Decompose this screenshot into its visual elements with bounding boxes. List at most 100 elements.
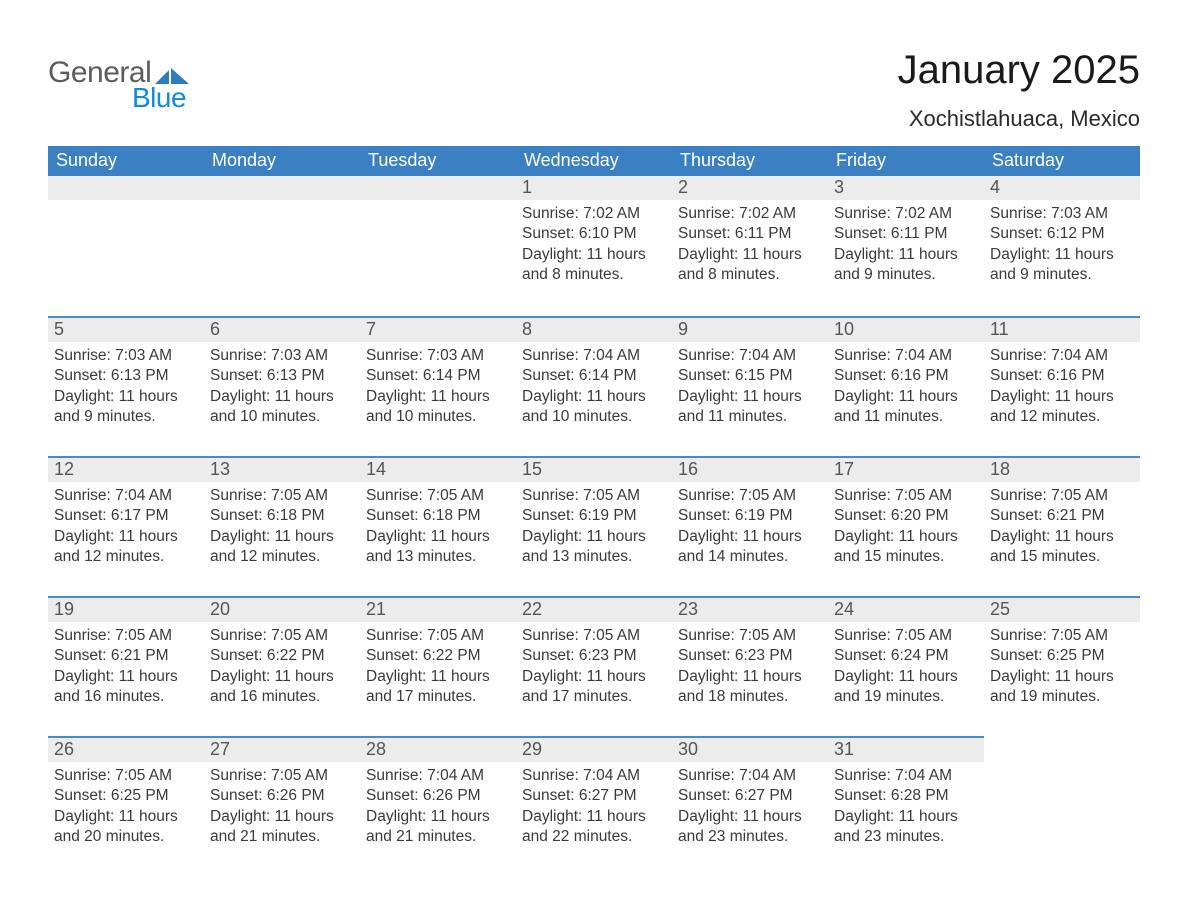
sunrise-text: Sunrise: 7:03 AM xyxy=(210,346,354,366)
calendar-cell: 22Sunrise: 7:05 AMSunset: 6:23 PMDayligh… xyxy=(516,596,672,736)
sunrise-text: Sunrise: 7:02 AM xyxy=(834,204,978,224)
day-details: Sunrise: 7:05 AMSunset: 6:25 PMDaylight:… xyxy=(48,762,204,850)
day-number: 25 xyxy=(984,596,1140,622)
daylight-text: Daylight: 11 hours and 17 minutes. xyxy=(522,667,666,708)
day-number: 6 xyxy=(204,316,360,342)
day-number-empty xyxy=(360,176,516,200)
day-number: 30 xyxy=(672,736,828,762)
logo-text-blue: Blue xyxy=(132,84,189,112)
calendar-table: Sunday Monday Tuesday Wednesday Thursday… xyxy=(48,146,1140,876)
calendar-cell: 8Sunrise: 7:04 AMSunset: 6:14 PMDaylight… xyxy=(516,316,672,456)
calendar-cell: 23Sunrise: 7:05 AMSunset: 6:23 PMDayligh… xyxy=(672,596,828,736)
calendar-cell: 19Sunrise: 7:05 AMSunset: 6:21 PMDayligh… xyxy=(48,596,204,736)
day-number: 28 xyxy=(360,736,516,762)
sunset-text: Sunset: 6:28 PM xyxy=(834,786,978,806)
sunrise-text: Sunrise: 7:05 AM xyxy=(522,626,666,646)
sunrise-text: Sunrise: 7:04 AM xyxy=(522,766,666,786)
sunrise-text: Sunrise: 7:05 AM xyxy=(210,486,354,506)
day-number-empty xyxy=(48,176,204,200)
sunset-text: Sunset: 6:19 PM xyxy=(678,506,822,526)
calendar-cell: 20Sunrise: 7:05 AMSunset: 6:22 PMDayligh… xyxy=(204,596,360,736)
day-details: Sunrise: 7:05 AMSunset: 6:19 PMDaylight:… xyxy=(672,482,828,570)
daylight-text: Daylight: 11 hours and 19 minutes. xyxy=(990,667,1134,708)
daylight-text: Daylight: 11 hours and 23 minutes. xyxy=(834,807,978,848)
sunset-text: Sunset: 6:22 PM xyxy=(366,646,510,666)
logo: General Blue xyxy=(48,48,189,112)
day-number: 29 xyxy=(516,736,672,762)
day-details: Sunrise: 7:05 AMSunset: 6:23 PMDaylight:… xyxy=(516,622,672,710)
daylight-text: Daylight: 11 hours and 17 minutes. xyxy=(366,667,510,708)
calendar-cell: 30Sunrise: 7:04 AMSunset: 6:27 PMDayligh… xyxy=(672,736,828,876)
day-number: 14 xyxy=(360,456,516,482)
col-thursday: Thursday xyxy=(672,146,828,176)
daylight-text: Daylight: 11 hours and 10 minutes. xyxy=(522,387,666,428)
daylight-text: Daylight: 11 hours and 10 minutes. xyxy=(366,387,510,428)
calendar-cell: 21Sunrise: 7:05 AMSunset: 6:22 PMDayligh… xyxy=(360,596,516,736)
day-details: Sunrise: 7:05 AMSunset: 6:19 PMDaylight:… xyxy=(516,482,672,570)
calendar-cell: 10Sunrise: 7:04 AMSunset: 6:16 PMDayligh… xyxy=(828,316,984,456)
sunset-text: Sunset: 6:21 PM xyxy=(990,506,1134,526)
sunset-text: Sunset: 6:26 PM xyxy=(210,786,354,806)
day-details: Sunrise: 7:05 AMSunset: 6:22 PMDaylight:… xyxy=(360,622,516,710)
day-details: Sunrise: 7:04 AMSunset: 6:27 PMDaylight:… xyxy=(672,762,828,850)
day-details: Sunrise: 7:03 AMSunset: 6:14 PMDaylight:… xyxy=(360,342,516,430)
day-number: 12 xyxy=(48,456,204,482)
sunrise-text: Sunrise: 7:04 AM xyxy=(366,766,510,786)
sunrise-text: Sunrise: 7:04 AM xyxy=(522,346,666,366)
calendar-cell: 3Sunrise: 7:02 AMSunset: 6:11 PMDaylight… xyxy=(828,176,984,316)
sunrise-text: Sunrise: 7:04 AM xyxy=(834,766,978,786)
daylight-text: Daylight: 11 hours and 8 minutes. xyxy=(522,245,666,286)
day-number: 18 xyxy=(984,456,1140,482)
calendar-cell: 1Sunrise: 7:02 AMSunset: 6:10 PMDaylight… xyxy=(516,176,672,316)
day-details: Sunrise: 7:05 AMSunset: 6:24 PMDaylight:… xyxy=(828,622,984,710)
day-number: 11 xyxy=(984,316,1140,342)
sunrise-text: Sunrise: 7:05 AM xyxy=(54,766,198,786)
calendar-cell: 7Sunrise: 7:03 AMSunset: 6:14 PMDaylight… xyxy=(360,316,516,456)
sunset-text: Sunset: 6:23 PM xyxy=(522,646,666,666)
col-sunday: Sunday xyxy=(48,146,204,176)
sunset-text: Sunset: 6:16 PM xyxy=(834,366,978,386)
calendar-cell: 2Sunrise: 7:02 AMSunset: 6:11 PMDaylight… xyxy=(672,176,828,316)
calendar-cell: 25Sunrise: 7:05 AMSunset: 6:25 PMDayligh… xyxy=(984,596,1140,736)
day-details: Sunrise: 7:04 AMSunset: 6:17 PMDaylight:… xyxy=(48,482,204,570)
sunset-text: Sunset: 6:27 PM xyxy=(678,786,822,806)
sunrise-text: Sunrise: 7:04 AM xyxy=(834,346,978,366)
sunset-text: Sunset: 6:14 PM xyxy=(366,366,510,386)
day-details: Sunrise: 7:04 AMSunset: 6:27 PMDaylight:… xyxy=(516,762,672,850)
sunrise-text: Sunrise: 7:02 AM xyxy=(522,204,666,224)
day-number: 21 xyxy=(360,596,516,622)
sunrise-text: Sunrise: 7:04 AM xyxy=(990,346,1134,366)
sunrise-text: Sunrise: 7:03 AM xyxy=(366,346,510,366)
day-number: 22 xyxy=(516,596,672,622)
day-details: Sunrise: 7:04 AMSunset: 6:14 PMDaylight:… xyxy=(516,342,672,430)
col-friday: Friday xyxy=(828,146,984,176)
sunset-text: Sunset: 6:27 PM xyxy=(522,786,666,806)
day-details: Sunrise: 7:05 AMSunset: 6:18 PMDaylight:… xyxy=(204,482,360,570)
sunrise-text: Sunrise: 7:05 AM xyxy=(522,486,666,506)
sunset-text: Sunset: 6:22 PM xyxy=(210,646,354,666)
calendar-cell: 11Sunrise: 7:04 AMSunset: 6:16 PMDayligh… xyxy=(984,316,1140,456)
day-details: Sunrise: 7:02 AMSunset: 6:10 PMDaylight:… xyxy=(516,200,672,288)
calendar-cell xyxy=(204,176,360,316)
sunset-text: Sunset: 6:10 PM xyxy=(522,224,666,244)
day-details: Sunrise: 7:05 AMSunset: 6:22 PMDaylight:… xyxy=(204,622,360,710)
daylight-text: Daylight: 11 hours and 18 minutes. xyxy=(678,667,822,708)
daylight-text: Daylight: 11 hours and 21 minutes. xyxy=(366,807,510,848)
title-block: January 2025 Xochistlahuaca, Mexico xyxy=(898,48,1140,132)
calendar-cell xyxy=(48,176,204,316)
day-details: Sunrise: 7:04 AMSunset: 6:15 PMDaylight:… xyxy=(672,342,828,430)
day-details: Sunrise: 7:02 AMSunset: 6:11 PMDaylight:… xyxy=(672,200,828,288)
sunset-text: Sunset: 6:18 PM xyxy=(210,506,354,526)
day-number: 10 xyxy=(828,316,984,342)
day-number: 20 xyxy=(204,596,360,622)
header-row: Sunday Monday Tuesday Wednesday Thursday… xyxy=(48,146,1140,176)
sunrise-text: Sunrise: 7:04 AM xyxy=(678,766,822,786)
calendar-week: 5Sunrise: 7:03 AMSunset: 6:13 PMDaylight… xyxy=(48,316,1140,456)
day-number: 9 xyxy=(672,316,828,342)
day-number: 31 xyxy=(828,736,984,762)
daylight-text: Daylight: 11 hours and 15 minutes. xyxy=(990,527,1134,568)
sunrise-text: Sunrise: 7:05 AM xyxy=(834,626,978,646)
day-number: 8 xyxy=(516,316,672,342)
daylight-text: Daylight: 11 hours and 14 minutes. xyxy=(678,527,822,568)
day-number: 19 xyxy=(48,596,204,622)
